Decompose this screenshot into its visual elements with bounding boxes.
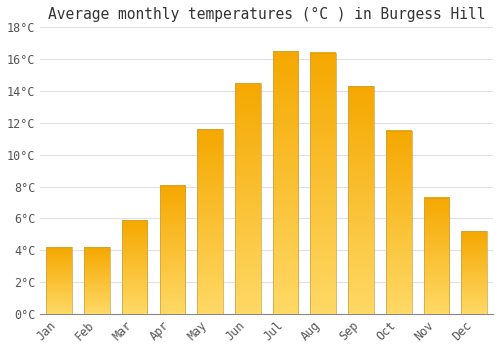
Bar xyxy=(310,53,336,314)
Bar xyxy=(235,83,260,314)
Bar xyxy=(198,129,223,314)
Bar xyxy=(46,247,72,314)
Bar xyxy=(310,53,336,314)
Bar xyxy=(122,220,148,314)
Bar xyxy=(46,247,72,314)
Bar xyxy=(272,51,298,314)
Title: Average monthly temperatures (°C ) in Burgess Hill: Average monthly temperatures (°C ) in Bu… xyxy=(48,7,486,22)
Bar xyxy=(84,247,110,314)
Bar xyxy=(160,185,185,314)
Bar xyxy=(348,86,374,314)
Bar xyxy=(272,51,298,314)
Bar xyxy=(84,247,110,314)
Bar xyxy=(462,231,487,314)
Bar xyxy=(386,131,411,314)
Bar xyxy=(235,83,260,314)
Bar xyxy=(198,129,223,314)
Bar xyxy=(122,220,148,314)
Bar xyxy=(348,86,374,314)
Bar xyxy=(424,198,450,314)
Bar xyxy=(386,131,411,314)
Bar xyxy=(424,198,450,314)
Bar xyxy=(160,185,185,314)
Bar xyxy=(462,231,487,314)
